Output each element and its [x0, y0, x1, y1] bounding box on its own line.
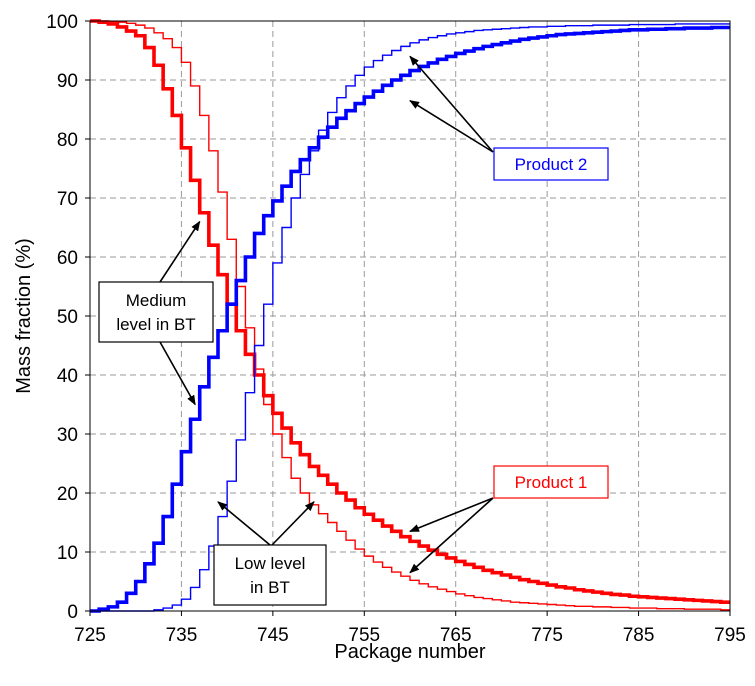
y-tick-label: 0: [67, 602, 78, 623]
y-tick-label: 100: [46, 12, 78, 33]
low-level-label-text: in BT: [250, 578, 290, 597]
x-tick-label: 735: [166, 625, 198, 646]
y-tick-label: 30: [57, 425, 78, 446]
y-tick-label: 60: [57, 248, 78, 269]
y-axis-title: Mass fraction (%): [13, 238, 35, 394]
y-tick-label: 50: [57, 307, 78, 328]
y-tick-label: 40: [57, 366, 78, 387]
x-axis-title: Package number: [334, 641, 486, 663]
medium-level-label-text: Medium: [126, 291, 186, 310]
y-tick-label: 70: [57, 189, 78, 210]
y-tick-label: 90: [57, 71, 78, 92]
product1-label-text: Product 1: [515, 473, 588, 492]
y-tick-label: 20: [57, 484, 78, 505]
medium-level-label-text: level in BT: [116, 315, 195, 334]
y-tick-label: 10: [57, 543, 78, 564]
product2-label-text: Product 2: [515, 155, 588, 174]
x-tick-label: 725: [74, 625, 106, 646]
x-tick-label: 745: [257, 625, 289, 646]
x-tick-label: 795: [714, 625, 746, 646]
y-tick-label: 80: [57, 130, 78, 151]
x-tick-label: 775: [531, 625, 563, 646]
low-level-label-text: Low level: [235, 554, 306, 573]
x-tick-label: 785: [623, 625, 655, 646]
